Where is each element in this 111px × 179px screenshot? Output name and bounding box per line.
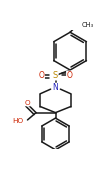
Text: N: N bbox=[53, 83, 58, 92]
Text: O: O bbox=[67, 71, 72, 80]
Text: O: O bbox=[25, 100, 30, 106]
Text: O: O bbox=[39, 71, 44, 80]
Text: S: S bbox=[53, 71, 58, 80]
Text: HO: HO bbox=[13, 118, 24, 124]
Text: CH₃: CH₃ bbox=[82, 22, 94, 28]
